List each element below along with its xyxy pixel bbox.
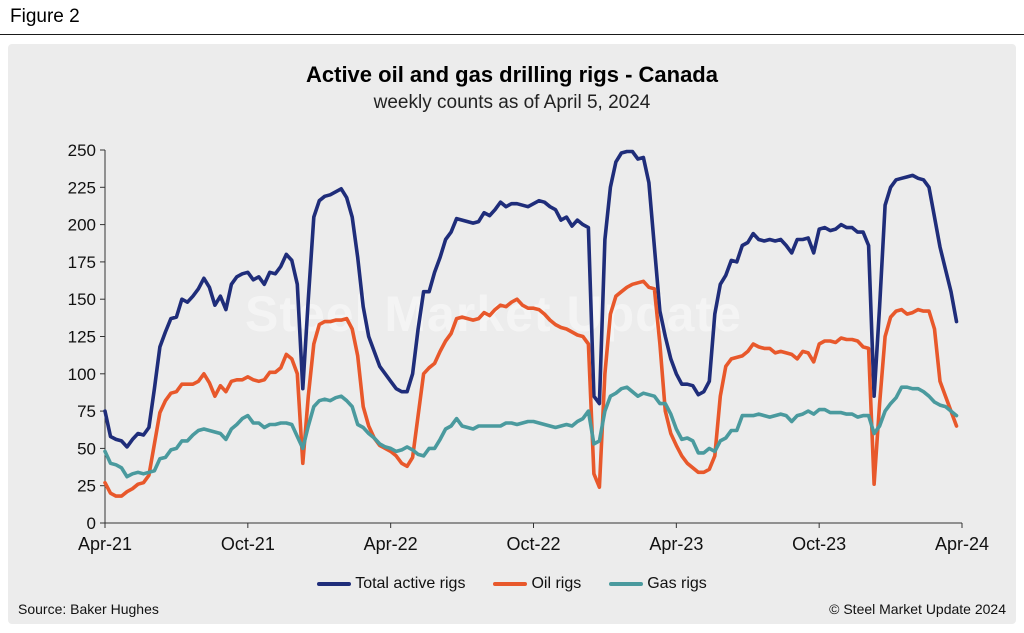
y-tick-label: 0: [87, 514, 96, 533]
y-tick-label: 50: [77, 439, 96, 458]
legend-swatch-total: [317, 582, 352, 586]
x-tick-label: Oct-22: [506, 534, 560, 554]
y-tick-label: 250: [68, 141, 96, 160]
copyright-note: © Steel Market Update 2024: [829, 601, 1006, 617]
legend-swatch-oil: [493, 582, 528, 586]
chart-legend: Total active rigs Oil rigs Gas rigs: [0, 575, 1024, 593]
series-line-oil: [103, 279, 959, 498]
x-tick-label: Apr-24: [935, 534, 989, 554]
source-note: Source: Baker Hughes: [18, 601, 159, 617]
y-tick-label: 150: [68, 290, 96, 309]
chart-subtitle: weekly counts as of April 5, 2024: [373, 92, 651, 113]
series-line-total: [103, 149, 959, 449]
y-tick-label: 100: [68, 365, 96, 384]
y-tick-label: 200: [68, 216, 96, 235]
legend-label-total: Total active rigs: [355, 575, 466, 592]
chart-panel: [8, 44, 1016, 624]
legend-label-gas: Gas rigs: [647, 575, 707, 592]
x-tick-label: Apr-23: [649, 534, 703, 554]
y-tick-label: 225: [68, 178, 96, 197]
y-tick-label: 25: [77, 477, 96, 496]
chart-title: Active oil and gas drilling rigs - Canad…: [306, 62, 718, 87]
y-tick-label: 75: [77, 402, 96, 421]
y-tick-label: 175: [68, 253, 96, 272]
legend-item-total: Total active rigs: [317, 575, 465, 593]
x-tick-label: Apr-22: [364, 534, 418, 554]
figure-header: Figure 2: [0, 0, 1024, 35]
legend-item-gas: Gas rigs: [609, 575, 707, 593]
y-tick-label: 125: [68, 328, 96, 347]
legend-item-oil: Oil rigs: [493, 575, 581, 593]
x-tick-label: Oct-21: [221, 534, 275, 554]
x-tick-label: Oct-23: [792, 534, 846, 554]
series-line-gas: [103, 385, 959, 479]
x-tick-label: Apr-21: [78, 534, 132, 554]
figure-label: Figure 2: [10, 6, 80, 27]
legend-label-oil: Oil rigs: [531, 575, 582, 592]
legend-swatch-gas: [609, 582, 644, 586]
